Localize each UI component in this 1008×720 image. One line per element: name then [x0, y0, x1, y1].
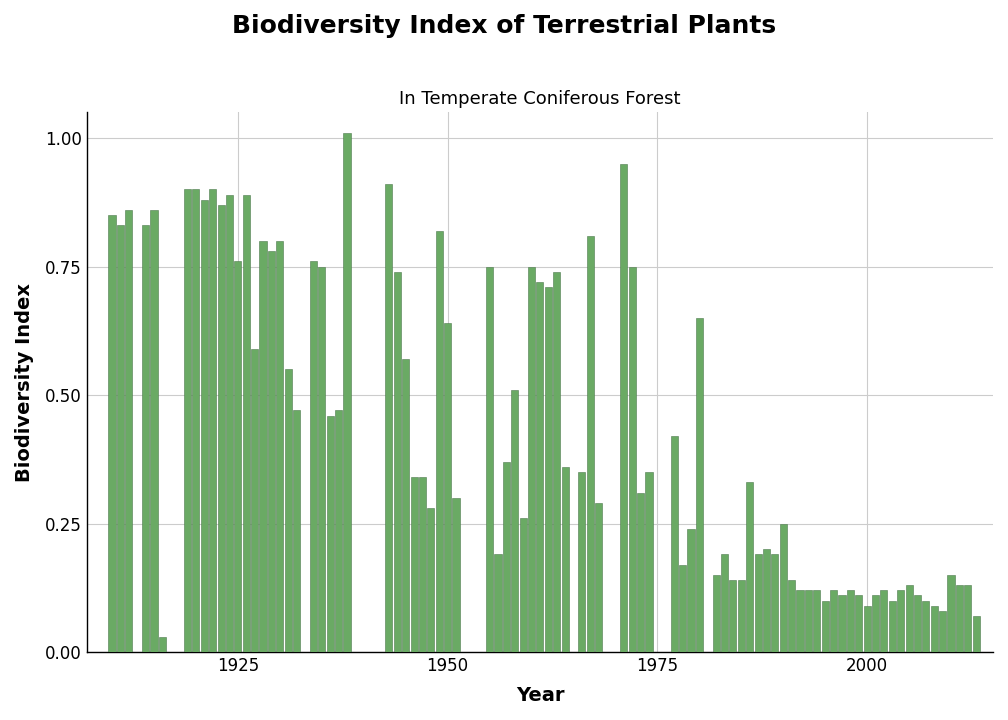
- Bar: [864, 606, 871, 652]
- Text: Biodiversity Index of Terrestrial Plants: Biodiversity Index of Terrestrial Plants: [232, 14, 776, 38]
- Bar: [327, 415, 334, 652]
- Bar: [536, 282, 543, 652]
- Bar: [125, 210, 132, 652]
- Bar: [344, 133, 351, 652]
- Bar: [385, 184, 392, 652]
- Bar: [293, 410, 300, 652]
- Bar: [142, 225, 149, 652]
- X-axis label: Year: Year: [516, 686, 564, 705]
- Bar: [276, 240, 283, 652]
- Bar: [150, 210, 157, 652]
- Bar: [730, 580, 737, 652]
- Bar: [620, 163, 627, 652]
- Y-axis label: Biodiversity Index: Biodiversity Index: [15, 283, 34, 482]
- Bar: [956, 585, 963, 652]
- Bar: [309, 261, 317, 652]
- Bar: [804, 590, 812, 652]
- Bar: [528, 266, 535, 652]
- Bar: [284, 369, 291, 652]
- Bar: [965, 585, 972, 652]
- Bar: [218, 205, 225, 652]
- Bar: [779, 523, 787, 652]
- Bar: [687, 528, 695, 652]
- Bar: [930, 606, 937, 652]
- Bar: [637, 492, 644, 652]
- Bar: [201, 199, 208, 652]
- Bar: [109, 215, 116, 652]
- Bar: [587, 235, 594, 652]
- Bar: [259, 240, 266, 652]
- Bar: [948, 575, 955, 652]
- Bar: [922, 600, 929, 652]
- Bar: [117, 225, 124, 652]
- Bar: [830, 590, 838, 652]
- Bar: [721, 554, 728, 652]
- Bar: [629, 266, 636, 652]
- Bar: [159, 636, 166, 652]
- Bar: [872, 595, 879, 652]
- Bar: [553, 271, 560, 652]
- Bar: [435, 230, 443, 652]
- Bar: [579, 472, 586, 652]
- Bar: [319, 266, 326, 652]
- Bar: [905, 585, 912, 652]
- Bar: [561, 467, 569, 652]
- Bar: [419, 477, 426, 652]
- Bar: [670, 436, 677, 652]
- Bar: [268, 251, 275, 652]
- Title: In Temperate Coniferous Forest: In Temperate Coniferous Forest: [399, 90, 680, 108]
- Bar: [453, 498, 460, 652]
- Bar: [696, 318, 703, 652]
- Bar: [813, 590, 821, 652]
- Bar: [713, 575, 720, 652]
- Bar: [939, 611, 947, 652]
- Bar: [746, 482, 753, 652]
- Bar: [486, 266, 493, 652]
- Bar: [763, 549, 770, 652]
- Bar: [544, 287, 551, 652]
- Bar: [234, 261, 242, 652]
- Bar: [771, 554, 778, 652]
- Bar: [184, 189, 192, 652]
- Bar: [839, 595, 846, 652]
- Bar: [822, 600, 829, 652]
- Bar: [847, 590, 854, 652]
- Bar: [788, 580, 795, 652]
- Bar: [243, 194, 250, 652]
- Bar: [796, 590, 803, 652]
- Bar: [503, 462, 510, 652]
- Bar: [755, 554, 762, 652]
- Bar: [193, 189, 200, 652]
- Bar: [889, 600, 896, 652]
- Bar: [645, 472, 652, 652]
- Bar: [226, 194, 233, 652]
- Bar: [738, 580, 745, 652]
- Bar: [251, 348, 258, 652]
- Bar: [445, 323, 452, 652]
- Bar: [897, 590, 904, 652]
- Bar: [914, 595, 921, 652]
- Bar: [402, 359, 409, 652]
- Bar: [595, 503, 602, 652]
- Bar: [519, 518, 527, 652]
- Bar: [880, 590, 887, 652]
- Bar: [511, 390, 518, 652]
- Bar: [855, 595, 862, 652]
- Bar: [494, 554, 502, 652]
- Bar: [394, 271, 401, 652]
- Bar: [427, 508, 434, 652]
- Bar: [679, 564, 686, 652]
- Bar: [410, 477, 417, 652]
- Bar: [209, 189, 217, 652]
- Bar: [973, 616, 980, 652]
- Bar: [335, 410, 342, 652]
